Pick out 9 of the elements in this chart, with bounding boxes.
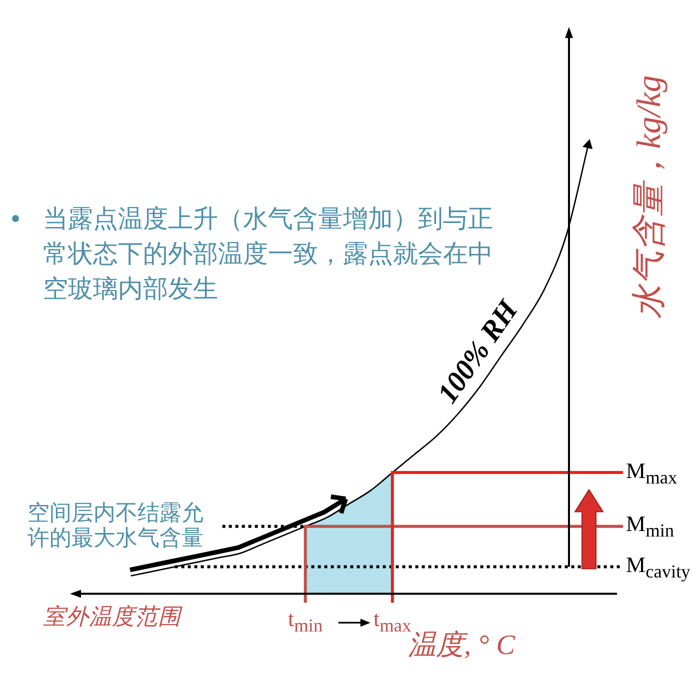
- y-axis-title: 水气含量，kg/kg: [630, 74, 669, 321]
- ref-line-label: M$_{cavity}$: [626, 552, 690, 584]
- ref-line-label: M$_{min}$: [626, 511, 674, 543]
- annotation: 当露点温度上升（水气含量增加）到与正常状态下的外部温度一致，露点就会在中空玻璃内部发生: [43, 204, 493, 303]
- text: 室外温度范围: [43, 604, 184, 630]
- x-tick-label: t$_{min}$: [287, 606, 324, 638]
- ref-line-label: M$_{max}$: [626, 458, 678, 489]
- ref-line-label: 空间层内不结露允许的最大水气含量: [27, 501, 204, 552]
- x-tick-label: t$_{max}$: [374, 606, 412, 636]
